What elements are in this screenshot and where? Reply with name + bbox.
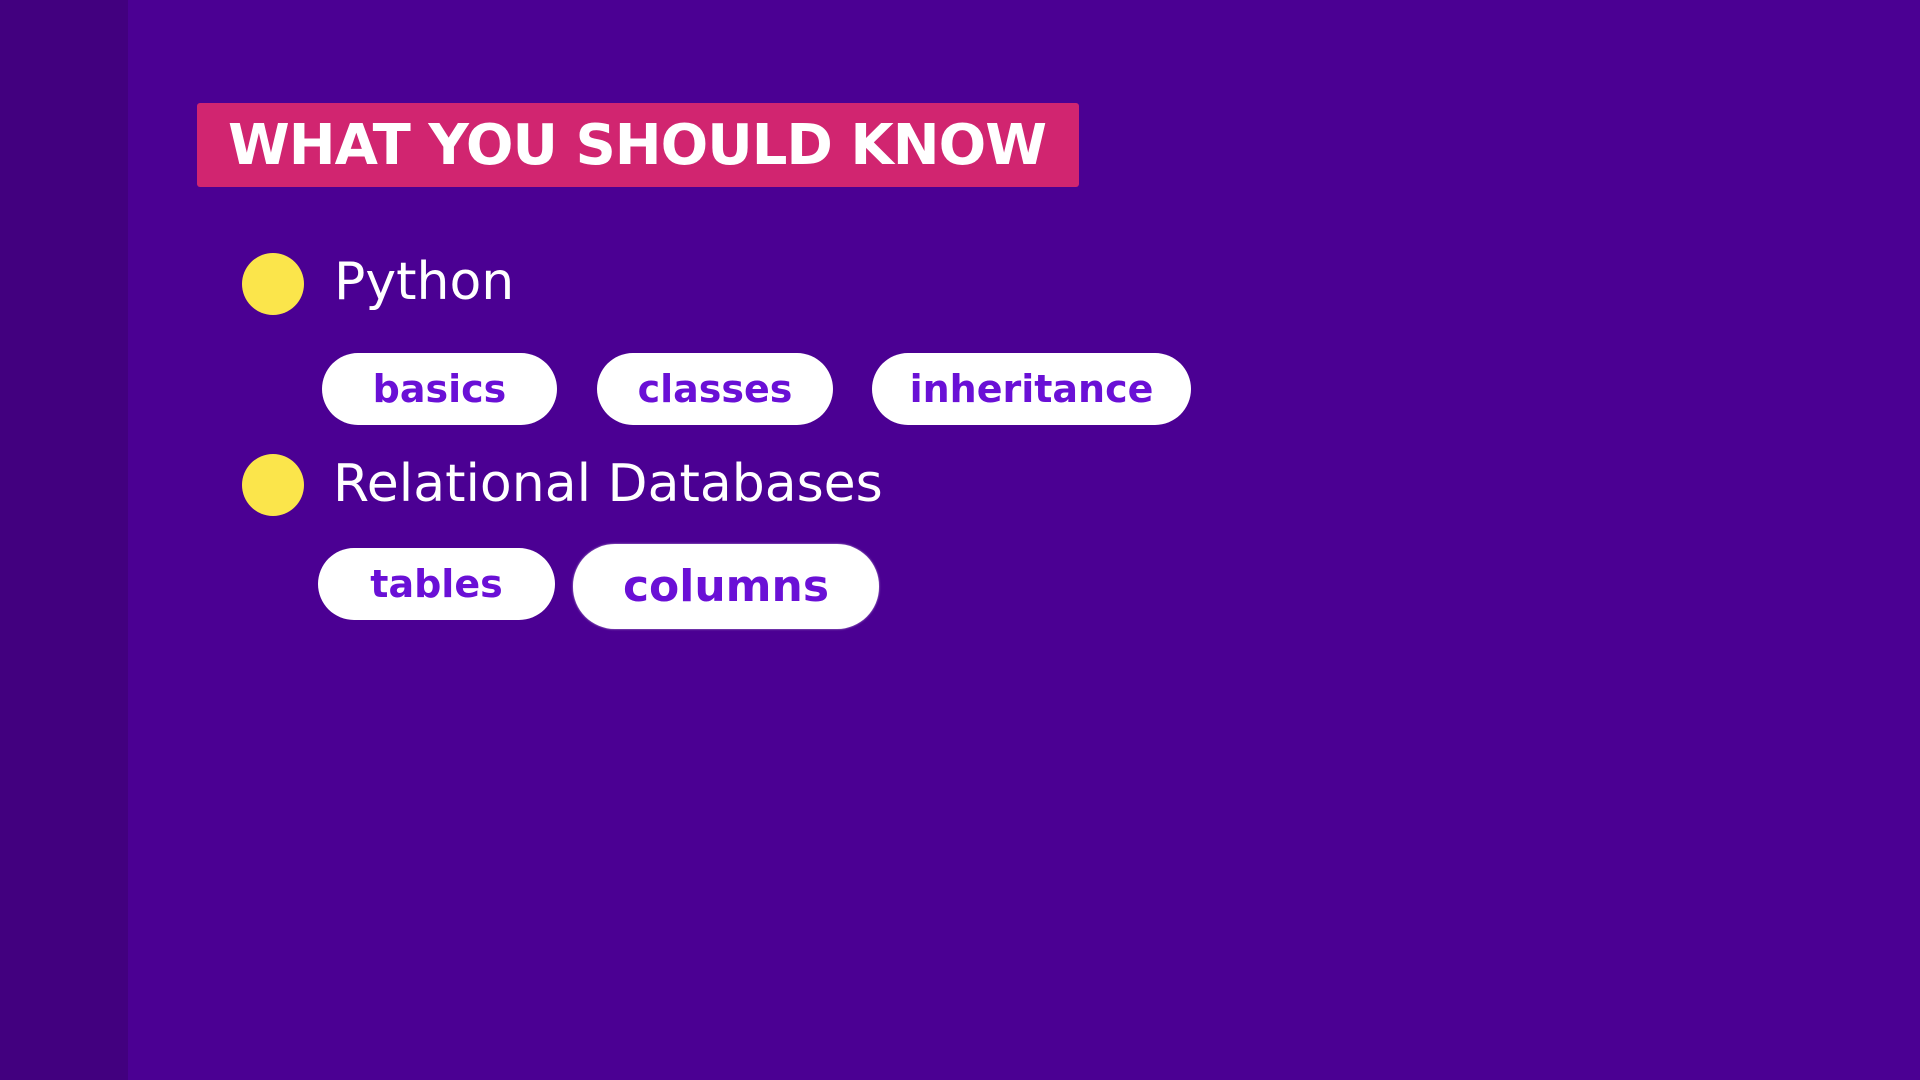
python-bullet-icon (242, 253, 304, 315)
title-banner: WHAT YOU SHOULD KNOW (197, 103, 1079, 187)
tag-columns: columns (573, 544, 879, 629)
tag-classes: classes (597, 353, 833, 425)
databases-bullet-icon (242, 454, 304, 516)
section-heading-relational-databases: Relational Databases (333, 454, 883, 514)
tag-inheritance: inheritance (872, 353, 1191, 425)
left-side-strip (0, 0, 128, 1080)
section-heading-python: Python (334, 252, 515, 312)
tag-tables: tables (318, 548, 555, 620)
tag-basics: basics (322, 353, 557, 425)
slide-title: WHAT YOU SHOULD KNOW (228, 112, 1047, 178)
